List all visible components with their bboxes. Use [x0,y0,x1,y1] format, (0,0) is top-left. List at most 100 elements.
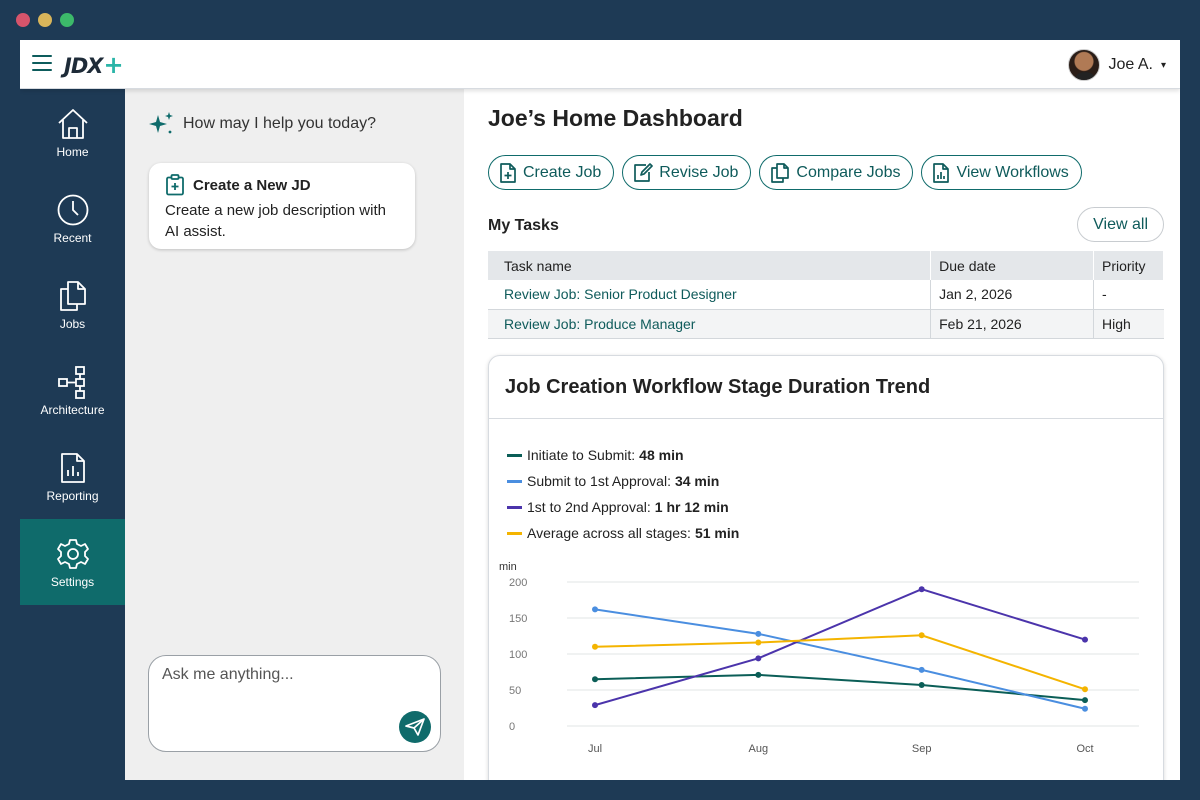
legend-item: Submit to 1st Approval: 34 min [507,468,739,494]
view-workflows-button[interactable]: View Workflows [921,155,1082,190]
table-header-row: Task name Due date Priority [488,251,1164,280]
app-window: JDX+ Joe A. ▾ Home Recent Jobs Architect… [20,40,1180,780]
sidebar-item-architecture[interactable]: Architecture [20,347,125,433]
send-button[interactable] [399,711,431,743]
hierarchy-icon [58,366,85,399]
sidebar-item-label: Architecture [40,403,105,417]
y-tick-label: 50 [509,685,521,697]
legend-label: Submit to 1st Approval: [527,473,671,489]
create-jd-card[interactable]: Create a New JD Create a new job descrip… [149,163,415,249]
divider [489,418,1163,419]
window-controls [16,13,74,27]
user-name: Joe A. [1108,56,1153,73]
data-point [592,676,598,683]
data-point [755,639,762,646]
series-line [594,673,1086,702]
app-logo[interactable]: JDX+ [64,51,124,79]
sparkle-icon [149,112,173,134]
assistant-prompt: How may I help you today? [149,111,376,137]
chat-box [148,655,441,752]
legend-swatch [507,479,522,483]
legend-item: Average across all stages: 51 min [507,520,739,546]
chevron-down-icon: ▾ [1160,59,1166,71]
sidebar-item-settings[interactable]: Settings [20,519,125,605]
chart-title: Job Creation Workflow Stage Duration Tre… [505,376,931,398]
sidebar-item-recent[interactable]: Recent [20,175,125,261]
data-point [592,606,598,613]
data-point [1082,705,1088,712]
sidebar-item-home[interactable]: Home [20,89,125,175]
sidebar-item-jobs[interactable]: Jobs [20,261,125,347]
series-line [594,588,1086,707]
data-point [592,702,598,709]
data-point [918,666,925,673]
my-tasks-title: My Tasks [488,217,559,234]
data-point [592,643,598,650]
legend-value: 48 min [639,447,684,463]
files-icon [771,162,790,183]
hamburger-icon[interactable] [32,55,52,73]
task-link[interactable]: Review Job: Produce Manager [504,315,696,332]
column-header-due-date[interactable]: Due date [930,251,1094,280]
task-link[interactable]: Review Job: Senior Product Designer [504,286,737,303]
legend-label: Initiate to Submit: [527,447,636,463]
legend-value: 1 hr 12 min [654,499,729,515]
data-point [755,671,762,678]
data-point [755,630,762,637]
sidebar-item-label: Recent [53,231,92,245]
x-tick-label: Sep [912,743,932,755]
view-all-button[interactable]: View all [1077,207,1164,242]
close-window-button[interactable] [16,13,30,27]
clipboard-plus-icon [166,174,184,196]
gear-icon [57,539,89,569]
column-header-priority[interactable]: Priority [1093,251,1164,280]
y-tick-label: 150 [509,613,527,625]
data-point [1082,697,1088,704]
top-bar: JDX+ Joe A. ▾ [20,40,1180,89]
tasks-table: Task name Due date Priority Review Job: … [488,251,1164,339]
y-tick-label: 0 [509,721,515,733]
chat-input[interactable] [162,666,402,684]
compare-jobs-button[interactable]: Compare Jobs [759,155,914,190]
data-point [1082,636,1088,643]
avatar [1068,49,1101,81]
sidebar: Home Recent Jobs Architecture Reporting … [20,89,125,780]
assistant-prompt-text: How may I help you today? [183,115,376,132]
table-row: Review Job: Produce Manager Feb 21, 2026… [488,309,1164,339]
x-tick-label: Aug [749,743,769,755]
series-line [594,608,1086,710]
sidebar-item-reporting[interactable]: Reporting [20,433,125,519]
chart-legend: Initiate to Submit: 48 min Submit to 1st A… [507,442,739,546]
revise-job-button[interactable]: Revise Job [622,155,752,190]
data-point [1082,686,1088,693]
minimize-window-button[interactable] [38,13,52,27]
sidebar-item-label: Jobs [59,317,86,331]
priority-cell: High [1093,309,1164,339]
priority-cell: - [1093,280,1164,310]
user-menu[interactable]: Joe A. ▾ [1068,49,1166,81]
maximize-window-button[interactable] [60,13,74,27]
x-tick-label: Oct [1076,743,1093,755]
home-icon [58,109,88,139]
legend-value: 51 min [694,525,740,541]
column-header-task-name[interactable]: Task name [488,251,932,280]
y-tick-label: 200 [509,577,527,589]
data-point [918,586,925,593]
legend-label: 1st to 2nd Approval: [527,499,651,515]
sidebar-item-label: Settings [50,575,95,589]
data-point [755,655,762,662]
create-jd-title: Create a New JD [165,174,399,196]
file-plus-icon [500,162,516,183]
action-buttons: Create Job Revise Job Compare Jobs View … [488,155,1082,190]
send-icon [405,718,425,736]
page-title: Joe’s Home Dashboard [488,105,743,131]
documents-icon [60,281,86,311]
sidebar-item-label: Reporting [46,489,99,503]
table-row: Review Job: Senior Product Designer Jan … [488,280,1164,310]
create-job-button[interactable]: Create Job [488,155,615,190]
file-edit-icon [634,162,654,182]
task-name-cell: Review Job: Senior Product Designer [488,280,932,310]
legend-item: Initiate to Submit: 48 min [507,442,739,468]
x-tick-label: Jul [588,743,602,755]
clock-icon [57,194,89,226]
